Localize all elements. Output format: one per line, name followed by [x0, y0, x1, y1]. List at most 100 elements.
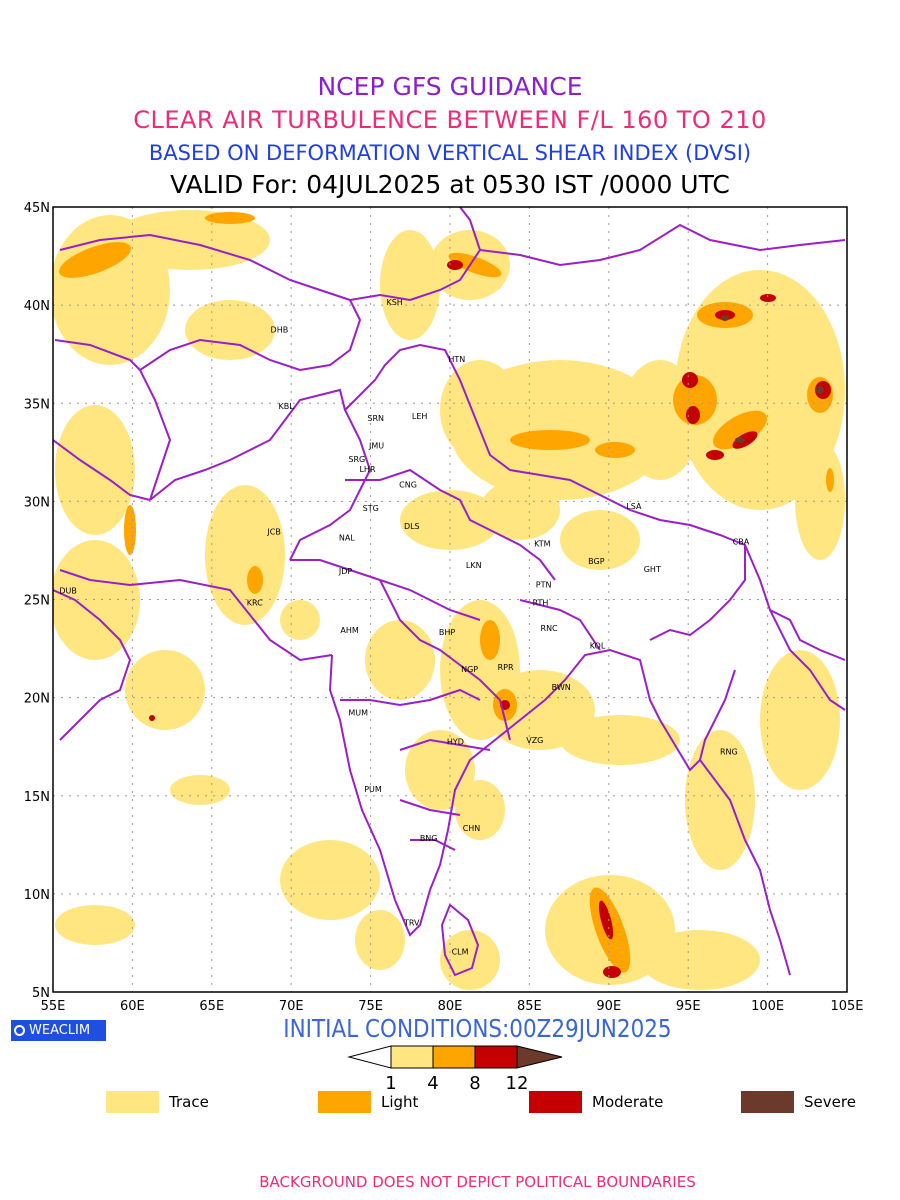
legend-label-light: Light — [381, 1093, 419, 1111]
station-label-bwn: BWN — [552, 683, 571, 692]
longitude-tick-label: 75E — [358, 999, 383, 1014]
station-label-trv: TRV — [403, 918, 420, 927]
latitude-tick-label: 20N — [24, 692, 50, 707]
logo-text: WEACLIM — [29, 1023, 91, 1038]
station-label-dub: DUB — [59, 587, 77, 596]
station-label-rth: RTH — [533, 598, 549, 607]
colorbar-tick-label: 8 — [469, 1073, 480, 1094]
longitude-axis: 55E 60E 65E 70E 75E 80E 85E 90E 95E 100E 105E — [41, 999, 864, 1014]
longitude-tick-label: 80E — [438, 999, 463, 1014]
longitude-tick-label: 55E — [41, 999, 66, 1014]
colorbar-tick-label: 1 — [385, 1073, 396, 1094]
station-label-pum: PUM — [364, 785, 382, 794]
station-label-ptn: PTN — [536, 581, 552, 590]
colorbar-trace — [390, 1045, 434, 1069]
station-label-nal: NAL — [339, 534, 355, 543]
station-label-ktm: KTM — [534, 540, 551, 549]
longitude-tick-label: 100E — [751, 999, 784, 1014]
colorbar: 1 4 8 12 — [347, 1045, 563, 1094]
turbulence-layer-title: CLEAR AIR TURBULENCE BETWEEN F/L 160 TO … — [133, 106, 767, 134]
station-label-rpr: RPR — [498, 663, 514, 672]
station-label-bhp: BHP — [439, 628, 456, 637]
longitude-tick-label: 90E — [596, 999, 621, 1014]
station-label-kol: KOL — [590, 642, 606, 651]
station-label-jcb: JCB — [266, 528, 280, 537]
station-label-clm: CLM — [452, 948, 469, 957]
station-label-bng: BNG — [420, 834, 438, 843]
station-label-chn: CHN — [463, 824, 481, 833]
longitude-tick-label: 60E — [120, 999, 145, 1014]
station-label-jdp: JDP — [338, 567, 353, 576]
latitude-tick-label: 45N — [24, 201, 50, 216]
station-label-cng: CNG — [399, 481, 417, 490]
station-label-kbl: KBL — [278, 402, 294, 411]
initial-conditions: INITIAL CONDITIONS:00Z29JUN2025 — [283, 1014, 672, 1043]
legend-light: Light — [318, 1091, 418, 1113]
latitude-tick-label: 25N — [24, 594, 50, 609]
station-label-leh: LEH — [412, 412, 428, 421]
station-label-vzg: VZG — [526, 736, 543, 745]
station-label-htn: HTN — [448, 355, 465, 364]
station-label-krc: KRC — [247, 598, 263, 607]
longitude-tick-label: 105E — [830, 999, 863, 1014]
legend-trace: Trace — [106, 1091, 209, 1113]
station-label-rnc: RNC — [541, 624, 559, 633]
station-label-ahm: AHM — [340, 626, 358, 635]
latitude-tick-label: 30N — [24, 495, 50, 510]
colorbar-tick-label: 4 — [427, 1073, 438, 1094]
station-label-ksh: KSH — [386, 298, 402, 307]
station-label-lsa: LSA — [626, 502, 642, 511]
legend-label-trace: Trace — [169, 1093, 209, 1111]
station-label-bgp: BGP — [588, 557, 605, 566]
colorbar-tick-label: 12 — [506, 1073, 529, 1094]
legend-moderate: Moderate — [529, 1091, 663, 1113]
station-label-stg: STG — [363, 504, 379, 513]
station-label-lhr: LHR — [359, 465, 375, 474]
station-label-dls: DLS — [404, 522, 420, 531]
station-label-ght: GHT — [644, 565, 661, 574]
legend-swatch-moderate — [529, 1091, 582, 1113]
station-label-dhb: DHB — [271, 326, 289, 335]
valid-time: VALID For: 04JUL2025 at 0530 IST /0000 U… — [170, 170, 730, 199]
logo-ring-icon — [14, 1025, 25, 1036]
product-title: NCEP GFS GUIDANCE — [317, 72, 583, 101]
boundary-lines — [53, 207, 846, 977]
legend-swatch-light — [318, 1091, 371, 1113]
station-label-mum: MUM — [348, 708, 368, 717]
latitude-tick-label: 10N — [24, 888, 50, 903]
legend-severe: Severe — [741, 1091, 856, 1113]
longitude-tick-label: 95E — [676, 999, 701, 1014]
longitude-tick-label: 70E — [279, 999, 304, 1014]
station-label-hyd: HYD — [447, 738, 464, 747]
station-label-srg: SRG — [348, 455, 365, 464]
legend-swatch-severe — [741, 1091, 794, 1113]
station-label-cba: CBA — [733, 538, 750, 547]
colorbar-moderate — [474, 1045, 518, 1069]
weaclim-logo: WEACLIM — [11, 1020, 106, 1041]
station-label-jmu: JMU — [368, 441, 384, 450]
turbulence-fill-layer — [53, 210, 845, 990]
station-label-lkn: LKN — [466, 561, 482, 570]
longitude-tick-label: 85E — [517, 999, 542, 1014]
latitude-tick-label: 15N — [24, 790, 50, 805]
station-label-srn: SRN — [367, 414, 384, 423]
disclaimer-footer: BACKGROUND DOES NOT DEPICT POLITICAL BOU… — [259, 1173, 696, 1191]
colorbar-light — [432, 1045, 476, 1069]
map-frame — [52, 206, 848, 993]
lat-lon-grid — [53, 207, 847, 992]
longitude-tick-label: 65E — [199, 999, 224, 1014]
latitude-axis: 45N 40N 35N 30N 25N 20N 15N 10N 5N — [24, 201, 50, 1001]
latitude-tick-label: 40N — [24, 299, 50, 314]
station-label-ngp: NGP — [461, 665, 478, 674]
latitude-tick-label: 5N — [32, 986, 50, 1001]
station-label-rng: RNG — [720, 748, 738, 757]
colorbar-severe — [516, 1045, 563, 1069]
latitude-tick-label: 35N — [24, 397, 50, 412]
legend-label-moderate: Moderate — [592, 1093, 664, 1111]
legend-label-severe: Severe — [804, 1093, 856, 1111]
colorbar-below-range — [347, 1045, 392, 1069]
legend-swatch-trace — [106, 1091, 159, 1113]
index-description: BASED ON DEFORMATION VERTICAL SHEAR INDE… — [148, 141, 752, 165]
